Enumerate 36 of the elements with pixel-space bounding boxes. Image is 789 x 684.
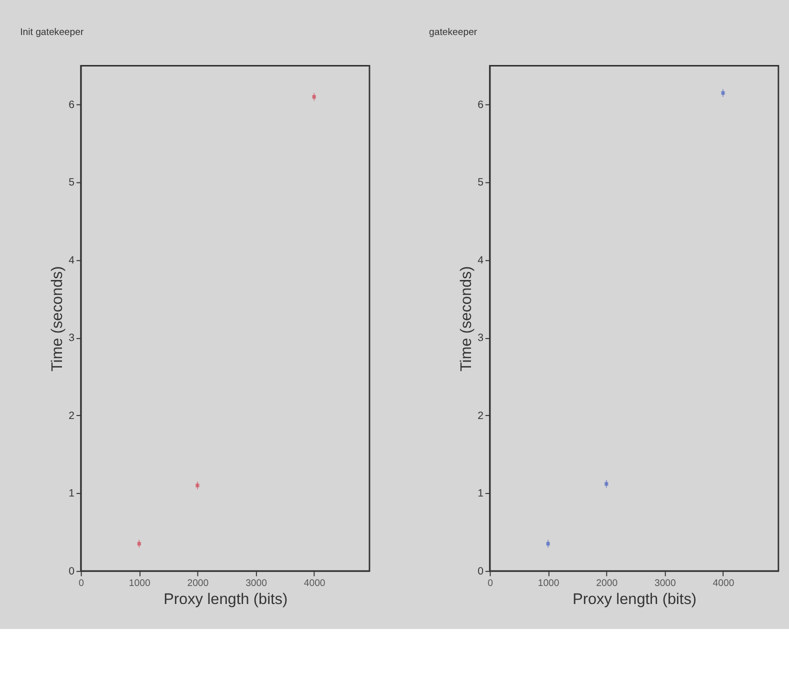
x-tick-label: 0: [78, 578, 84, 589]
y-tick-label: 4: [478, 254, 484, 266]
x-tick-label: 3000: [654, 578, 676, 589]
point: [312, 95, 316, 99]
y-axis-title: Time (seconds): [458, 266, 475, 372]
x-tick-label: 1000: [538, 578, 560, 589]
x-tick-label: 4000: [304, 578, 326, 589]
y-tick-label: 5: [68, 176, 75, 189]
y-tick-label: 3: [478, 332, 484, 344]
x-tick-label: 1000: [128, 578, 150, 589]
x-tick-label: 0: [488, 578, 493, 589]
y-tick-label: 0: [478, 565, 484, 578]
y-tick-label: 0: [68, 565, 75, 578]
point: [137, 542, 141, 546]
point: [546, 542, 550, 546]
point: [604, 482, 608, 486]
chart-title: Init gatekeeper: [20, 26, 84, 38]
y-tick-label: 2: [478, 410, 484, 422]
y-tick-label: 6: [68, 99, 75, 111]
x-tick-label: 2000: [596, 578, 618, 589]
y-tick-label: 2: [68, 410, 75, 422]
x-tick-label: 2000: [187, 578, 209, 589]
point: [721, 91, 725, 95]
y-tick-label: 6: [478, 99, 484, 111]
y-tick-label: 1: [478, 488, 484, 500]
point: [196, 484, 200, 488]
y-tick-label: 3: [68, 332, 75, 344]
x-tick-label: 4000: [712, 578, 734, 589]
y-axis-title: Time (seconds): [48, 266, 66, 372]
y-tick-label: 1: [68, 488, 75, 500]
x-tick-label: 3000: [246, 578, 267, 589]
y-tick-label: 4: [68, 254, 75, 266]
x-axis-title: Proxy length (bits): [164, 591, 288, 608]
chart-title: gatekeeper: [429, 26, 478, 38]
y-tick-label: 5: [478, 176, 484, 189]
x-axis-title: Proxy length (bits): [572, 591, 697, 608]
